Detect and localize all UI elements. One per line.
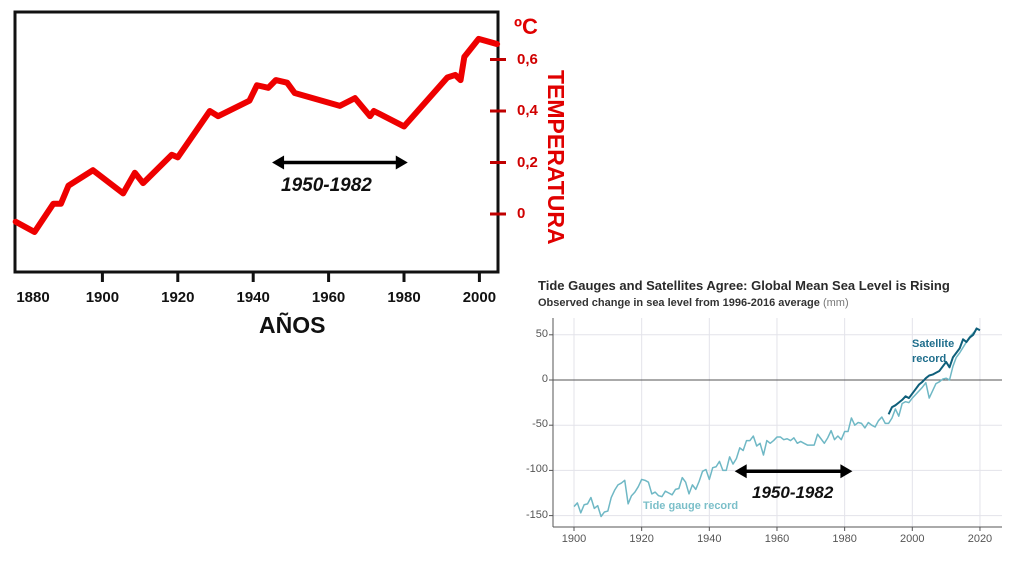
satellite-record-line [887, 327, 981, 415]
x-tick-label: 1980 [832, 533, 857, 545]
x-tick-label: 1980 [387, 289, 421, 306]
x-tick-label: 1960 [764, 533, 790, 545]
x-tick-label: 1900 [85, 289, 120, 306]
tide-gauge-record-label: Tide gauge record [643, 500, 739, 512]
x-tick-label: 1940 [236, 289, 270, 306]
y-axis-label: TEMPERATURA [543, 70, 569, 245]
x-axis-label: AÑOS [259, 312, 326, 338]
temperature-chart [12, 10, 506, 282]
temperature-line [12, 35, 501, 236]
x-tick-label: 1900 [561, 533, 587, 545]
satellite-label-line2: record [912, 353, 947, 365]
subtitle-text: Observed change in sea level from 1996-2… [538, 297, 820, 309]
x-tick-label: 1940 [697, 533, 722, 545]
tide-gauge-record-line [573, 328, 978, 518]
period-arrow-head-left [272, 155, 285, 170]
y-tick-label: 50 [535, 327, 548, 340]
y-tick-label: -150 [525, 508, 548, 521]
x-tick-label: 2000 [462, 289, 497, 306]
x-tick-label: 1960 [311, 289, 346, 306]
x-tick-label: 2000 [900, 533, 925, 545]
y-tick-label: 0 [541, 373, 548, 385]
y-tick-label: 0,6 [517, 50, 538, 68]
y-tick-label: -50 [532, 418, 548, 431]
y-tick-label: 0,2 [517, 153, 538, 171]
sea-level-chart [549, 318, 1002, 531]
period-arrow-head-right [395, 155, 408, 170]
plot-frame [13, 10, 500, 274]
y-unit-label: ºC [514, 14, 538, 39]
period-arrow-right-head-left [734, 464, 747, 479]
y-tick-label: 0 [517, 205, 526, 222]
y-tick-label: 0,4 [517, 102, 538, 119]
x-tick-label: 1920 [161, 289, 195, 306]
chart-title: Tide Gauges and Satellites Agree: Global… [538, 278, 950, 293]
subtitle-unit: (mm) [822, 297, 849, 309]
period-annotation-right: 1950-1982 [752, 483, 834, 502]
x-tick-label: 2020 [967, 533, 993, 545]
satellite-label-line1: Satellite [912, 338, 955, 350]
period-annotation-left: 1950-1982 [281, 175, 372, 196]
x-tick-label: 1920 [629, 533, 654, 545]
period-arrow-right-head-right [840, 464, 853, 479]
satellite-record-label: Satellite record [912, 337, 954, 367]
x-tick-label: 1880 [16, 289, 50, 306]
chart-subtitle: Observed change in sea level from 1996-2… [538, 297, 849, 309]
y-tick-label: -100 [525, 463, 548, 476]
